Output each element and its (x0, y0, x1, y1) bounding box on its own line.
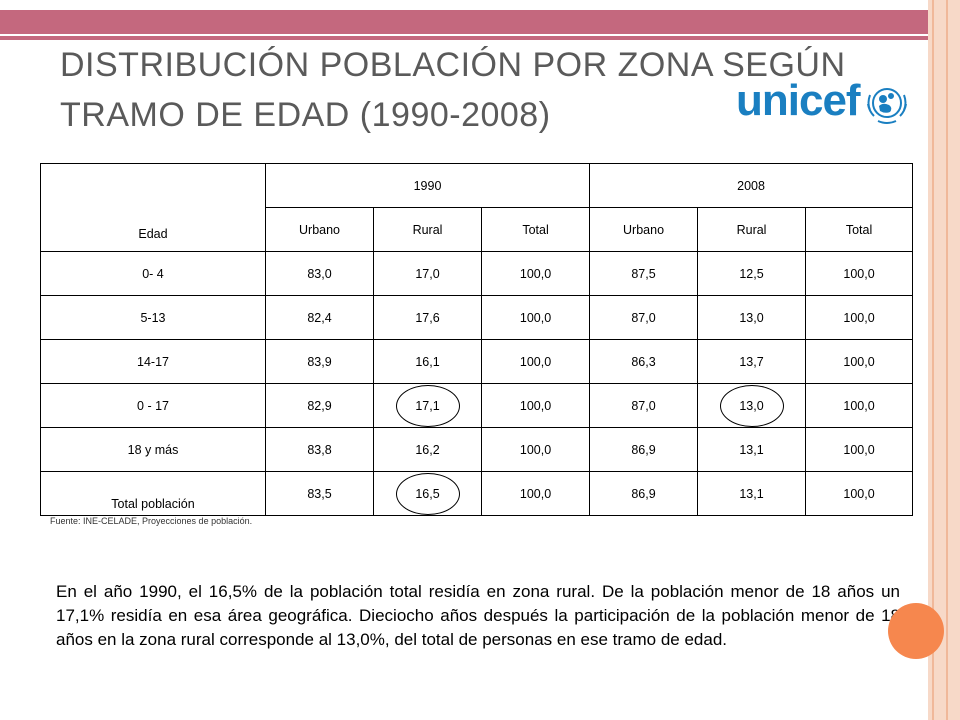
population-table: Edad 1990 2008 Urbano Rural Total Urbano… (40, 163, 914, 516)
highlight-circle (395, 472, 460, 515)
value-cell: 100,0 (805, 427, 914, 472)
column-header: Rural (697, 207, 807, 252)
column-header: Rural (373, 207, 482, 252)
column-header: Urbano (589, 207, 699, 252)
value-cell: 13,7 (697, 339, 807, 384)
edad-header: Edad (40, 163, 266, 252)
table-row: 18 y más 83,8 16,2 100,0 86,9 13,1 100,0 (40, 427, 914, 472)
edad-cell: Total población (40, 471, 266, 516)
edad-cell: 0 - 17 (40, 383, 266, 428)
value-cell-highlighted: 16,5 (373, 471, 482, 516)
right-decor-line (932, 0, 934, 720)
value-cell: 87,0 (589, 295, 699, 340)
value-cell: 100,0 (480, 383, 591, 428)
column-header: Total (805, 207, 914, 252)
value-cell: 83,0 (265, 251, 374, 296)
value-cell: 100,0 (480, 427, 591, 472)
value-cell: 100,0 (480, 251, 591, 296)
value-cell: 100,0 (805, 251, 914, 296)
edad-cell: 5-13 (40, 295, 266, 340)
value-cell: 87,0 (589, 383, 699, 428)
unicef-logo: unicef (736, 78, 916, 128)
table-header-row: Edad 1990 2008 (40, 163, 914, 252)
cell-text: 16,5 (415, 486, 440, 501)
top-decor-line (0, 36, 960, 40)
source-note: Fuente: INE-CELADE, Proyecciones de pobl… (50, 516, 253, 526)
right-decor-line (946, 0, 948, 720)
value-cell-highlighted: 17,1 (373, 383, 482, 428)
table-row: Total población 83,5 16,5 100,0 86,9 13,… (40, 471, 914, 516)
cell-text: 13,0 (739, 398, 764, 413)
value-cell: 87,5 (589, 251, 699, 296)
value-cell: 82,9 (265, 383, 374, 428)
value-cell: 100,0 (805, 339, 914, 384)
edad-cell: 0- 4 (40, 251, 266, 296)
value-cell: 86,9 (589, 427, 699, 472)
value-cell: 82,4 (265, 295, 374, 340)
value-cell-highlighted: 13,0 (697, 383, 807, 428)
edad-cell: 18 y más (40, 427, 266, 472)
value-cell: 100,0 (805, 383, 914, 428)
accent-dot (888, 603, 944, 659)
cell-text: 17,1 (415, 398, 440, 413)
value-cell: 83,5 (265, 471, 374, 516)
table-row: 5-13 82,4 17,6 100,0 87,0 13,0 100,0 (40, 295, 914, 340)
value-cell: 86,9 (589, 471, 699, 516)
value-cell: 17,6 (373, 295, 482, 340)
value-cell: 83,8 (265, 427, 374, 472)
year-header: 1990 (264, 163, 591, 208)
column-header: Total (480, 207, 591, 252)
value-cell: 100,0 (805, 471, 914, 516)
value-cell: 100,0 (805, 295, 914, 340)
top-decor-band (0, 10, 960, 34)
value-cell: 13,0 (697, 295, 807, 340)
table-subheader-row: Urbano Rural Total Urbano Rural Total (41, 207, 914, 252)
highlight-circle (719, 384, 784, 427)
value-cell: 100,0 (480, 339, 591, 384)
value-cell: 13,1 (697, 427, 807, 472)
logo-text: unicef (736, 76, 861, 125)
year-header: 2008 (589, 163, 914, 208)
column-header: Urbano (265, 207, 374, 252)
value-cell: 16,2 (373, 427, 482, 472)
unicef-emblem-icon (867, 88, 907, 124)
value-cell: 17,0 (373, 251, 482, 296)
summary-paragraph: En el año 1990, el 16,5% de la población… (56, 582, 900, 649)
value-cell: 100,0 (480, 471, 591, 516)
table-row: 0- 4 83,0 17,0 100,0 87,5 12,5 100,0 (40, 251, 914, 296)
table-row: 0 - 17 82,9 17,1 100,0 87,0 13,0 100,0 (40, 383, 914, 428)
edad-cell: 14-17 (40, 339, 266, 384)
value-cell: 16,1 (373, 339, 482, 384)
highlight-circle (395, 384, 460, 427)
value-cell: 83,9 (265, 339, 374, 384)
slide-title: DISTRIBUCIÓN POBLACIÓN POR ZONA SEGÚN TR… (60, 46, 846, 134)
value-cell: 86,3 (589, 339, 699, 384)
value-cell: 12,5 (697, 251, 807, 296)
value-cell: 100,0 (480, 295, 591, 340)
table-row: 14-17 83,9 16,1 100,0 86,3 13,7 100,0 (40, 339, 914, 384)
value-cell: 13,1 (697, 471, 807, 516)
